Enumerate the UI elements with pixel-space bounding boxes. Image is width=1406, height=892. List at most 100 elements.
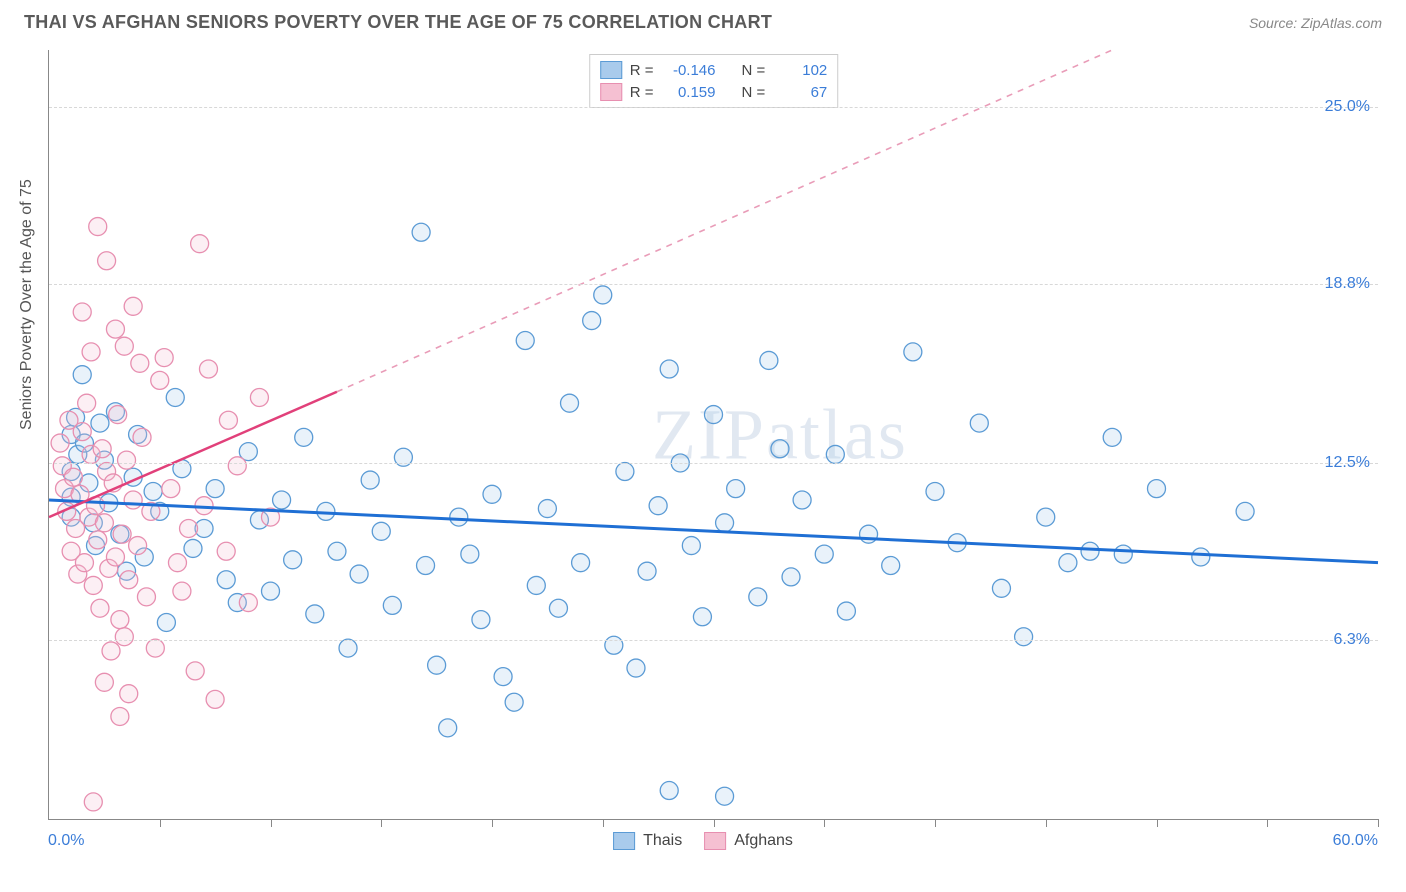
x-axis-max-label: 60.0% — [1333, 832, 1378, 850]
scatter-point — [144, 482, 162, 500]
scatter-point — [102, 642, 120, 660]
scatter-point — [84, 793, 102, 811]
scatter-point — [73, 303, 91, 321]
scatter-point — [649, 497, 667, 515]
scatter-point — [124, 491, 142, 509]
scatter-point — [494, 668, 512, 686]
scatter-point — [146, 639, 164, 657]
gridline — [49, 640, 1378, 641]
scatter-point — [51, 434, 69, 452]
scatter-point — [1114, 545, 1132, 563]
scatter-point — [527, 576, 545, 594]
scatter-point — [75, 554, 93, 572]
scatter-point — [206, 480, 224, 498]
scatter-point — [93, 440, 111, 458]
x-tick — [1046, 819, 1047, 827]
scatter-point — [219, 411, 237, 429]
scatter-point — [483, 485, 501, 503]
scatter-point — [95, 673, 113, 691]
scatter-point — [837, 602, 855, 620]
scatter-point — [970, 414, 988, 432]
scatter-point — [1148, 480, 1166, 498]
scatter-point — [516, 332, 534, 350]
scatter-point — [638, 562, 656, 580]
scatter-point — [95, 514, 113, 532]
scatter-point — [412, 223, 430, 241]
y-tick-label: 12.5% — [1325, 454, 1370, 472]
scatter-point — [91, 599, 109, 617]
scatter-point — [120, 571, 138, 589]
scatter-point — [162, 480, 180, 498]
x-tick — [271, 819, 272, 827]
scatter-point — [992, 579, 1010, 597]
x-tick — [1267, 819, 1268, 827]
scatter-point — [660, 782, 678, 800]
scatter-point — [111, 707, 129, 725]
y-tick-label: 6.3% — [1334, 631, 1370, 649]
series-name-thais: Thais — [643, 832, 682, 850]
y-tick-label: 18.8% — [1325, 275, 1370, 293]
x-tick — [160, 819, 161, 827]
scatter-point — [73, 423, 91, 441]
scatter-point — [572, 554, 590, 572]
scatter-point — [82, 343, 100, 361]
swatch-afghans — [704, 832, 726, 850]
scatter-point — [115, 337, 133, 355]
legend-item-afghans: Afghans — [704, 832, 793, 850]
x-tick — [824, 819, 825, 827]
scatter-point — [106, 548, 124, 566]
scatter-point — [361, 471, 379, 489]
scatter-point — [199, 360, 217, 378]
chart-title: THAI VS AFGHAN SENIORS POVERTY OVER THE … — [24, 12, 772, 33]
scatter-point — [627, 659, 645, 677]
scatter-point — [239, 594, 257, 612]
scatter-point — [73, 366, 91, 384]
scatter-point — [1059, 554, 1077, 572]
scatter-point — [926, 482, 944, 500]
scatter-point — [372, 522, 390, 540]
scatter-point — [815, 545, 833, 563]
scatter-point — [1236, 502, 1254, 520]
scatter-point — [1037, 508, 1055, 526]
scatter-point — [339, 639, 357, 657]
scatter-point — [826, 445, 844, 463]
scatter-point — [89, 218, 107, 236]
scatter-point — [771, 440, 789, 458]
x-tick — [935, 819, 936, 827]
scatter-point — [118, 451, 136, 469]
legend-item-thais: Thais — [613, 832, 682, 850]
scatter-point — [782, 568, 800, 586]
scatter-point — [660, 360, 678, 378]
scatter-point — [129, 537, 147, 555]
scatter-point — [151, 371, 169, 389]
trend-line-thais — [49, 500, 1378, 563]
scatter-point — [328, 542, 346, 560]
series-name-afghans: Afghans — [734, 832, 793, 850]
scatter-point — [284, 551, 302, 569]
plot-svg — [49, 50, 1378, 819]
scatter-point — [131, 354, 149, 372]
scatter-point — [89, 531, 107, 549]
scatter-point — [1103, 428, 1121, 446]
scatter-point — [106, 320, 124, 338]
y-tick-label: 25.0% — [1325, 98, 1370, 116]
scatter-point — [180, 519, 198, 537]
scatter-point — [538, 500, 556, 518]
scatter-point — [217, 571, 235, 589]
scatter-point — [472, 611, 490, 629]
scatter-point — [155, 349, 173, 367]
scatter-point — [594, 286, 612, 304]
scatter-point — [228, 457, 246, 475]
scatter-point — [417, 557, 435, 575]
scatter-point — [262, 582, 280, 600]
x-tick — [381, 819, 382, 827]
scatter-point — [716, 787, 734, 805]
scatter-point — [250, 388, 268, 406]
scatter-point — [184, 539, 202, 557]
scatter-point — [1015, 628, 1033, 646]
gridline — [49, 107, 1378, 108]
scatter-point — [1192, 548, 1210, 566]
scatter-point — [760, 351, 778, 369]
scatter-point — [461, 545, 479, 563]
scatter-point — [84, 576, 102, 594]
